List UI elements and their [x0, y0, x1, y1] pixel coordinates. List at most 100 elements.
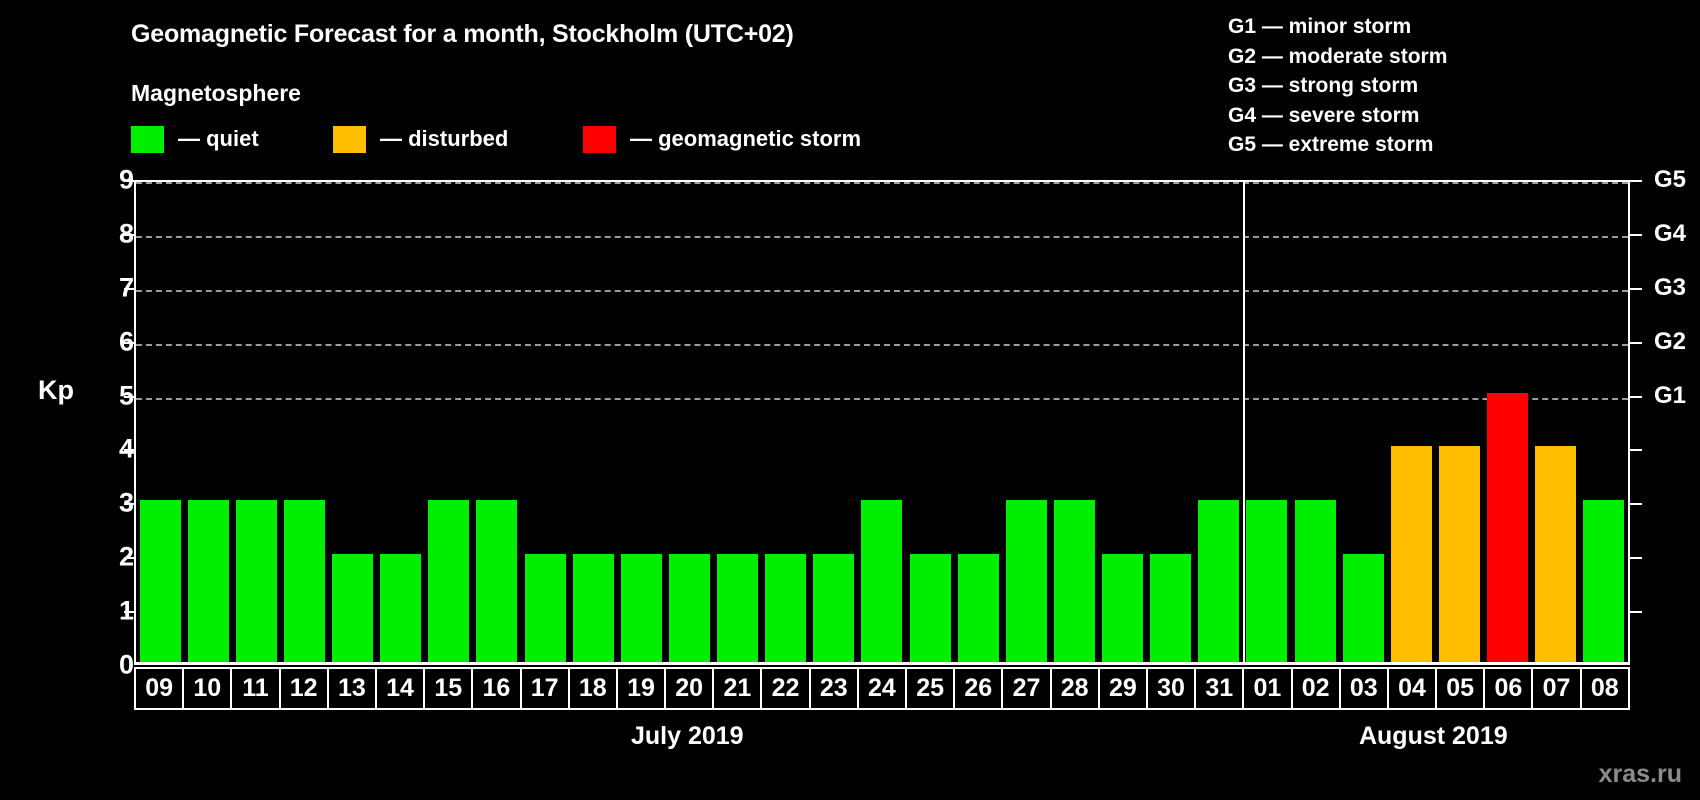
- g-tick-label-G1: G1: [1654, 381, 1687, 409]
- legend-swatch-quiet-icon: [131, 125, 164, 153]
- y-tick-label-2: 2: [118, 541, 134, 572]
- g-tick-mark-G1: [1630, 395, 1642, 398]
- y-axis-left: 9 8 7 6 5 4 3 2 1 0: [60, 165, 136, 680]
- date-cell-august-01[interactable]: 01: [1242, 667, 1293, 710]
- date-cell-july-31[interactable]: 31: [1194, 667, 1245, 710]
- date-label: 14: [386, 674, 414, 702]
- date-label: 17: [530, 674, 559, 702]
- g-scale-row-4: G4 — severe storm: [1228, 103, 1420, 127]
- date-cell-august-08[interactable]: 08: [1579, 667, 1630, 710]
- date-cell-july-24[interactable]: 24: [856, 667, 907, 710]
- bar-july-16: [476, 500, 518, 662]
- date-cell-july-30[interactable]: 30: [1145, 667, 1197, 710]
- g-tick-label-G3: G3: [1654, 273, 1687, 301]
- date-cell-july-21[interactable]: 21: [712, 667, 763, 710]
- bar-cell: [377, 182, 425, 662]
- date-cell-july-11[interactable]: 11: [230, 667, 281, 710]
- bar-cell: [1050, 182, 1098, 662]
- date-cell-august-03[interactable]: 03: [1338, 667, 1389, 710]
- y-tick-mark-2: [124, 557, 136, 560]
- date-cell-july-19[interactable]: 19: [615, 667, 667, 710]
- gridline-kp-5: [136, 397, 1628, 400]
- bar-july-18: [572, 554, 614, 662]
- date-cell-july-12[interactable]: 12: [278, 667, 329, 710]
- bar-cell: [329, 182, 377, 662]
- g-scale-row-5: G5 — extreme storm: [1228, 133, 1434, 156]
- gridline-kp-6: [136, 343, 1628, 346]
- date-label: 22: [771, 674, 800, 702]
- bar-cell: [906, 182, 954, 662]
- legend-label-disturbed: — disturbed: [380, 126, 509, 151]
- g-scale-row-2: G2 — moderate storm: [1228, 44, 1448, 68]
- date-cell-july-27[interactable]: 27: [1001, 667, 1052, 710]
- date-label: 07: [1542, 674, 1571, 702]
- date-label: 12: [289, 674, 318, 702]
- bar-cell: [232, 182, 280, 662]
- date-cell-july-09[interactable]: 09: [134, 667, 185, 710]
- legend-item-disturbed: — disturbed: [333, 124, 508, 154]
- date-cell-july-10[interactable]: 10: [182, 667, 233, 710]
- bar-cell: [1002, 182, 1050, 662]
- date-cell-july-15[interactable]: 15: [423, 667, 474, 710]
- bar-august-05: [1438, 446, 1480, 662]
- date-cell-july-17[interactable]: 17: [519, 667, 570, 710]
- date-label: 02: [1301, 674, 1330, 702]
- date-label: 15: [434, 674, 463, 702]
- bar-july-20: [668, 554, 710, 662]
- bar-july-25: [909, 554, 951, 662]
- date-label: 21: [723, 674, 752, 702]
- date-cell-july-18[interactable]: 18: [567, 667, 618, 710]
- legend-item-quiet: — quiet: [131, 124, 259, 154]
- date-cell-july-13[interactable]: 13: [326, 667, 377, 710]
- date-label: 27: [1012, 674, 1041, 702]
- y-tick-mark-5: [124, 395, 136, 398]
- date-cell-august-06[interactable]: 06: [1483, 667, 1534, 710]
- bar-cell: [1195, 182, 1243, 662]
- g-minor-tick-kp-4: [1630, 449, 1642, 452]
- date-cell-july-25[interactable]: 25: [905, 667, 956, 710]
- date-cell-july-20[interactable]: 20: [664, 667, 715, 710]
- bar-july-21: [717, 554, 759, 662]
- date-cell-july-23[interactable]: 23: [808, 667, 859, 710]
- date-cell-july-14[interactable]: 14: [374, 667, 426, 710]
- date-label: 29: [1108, 674, 1137, 702]
- legend-swatch-storm-icon: [583, 125, 616, 153]
- date-cell-august-07[interactable]: 07: [1531, 667, 1582, 710]
- bar-cell: [858, 182, 906, 662]
- bar-july-30: [1150, 554, 1192, 662]
- bar-july-10: [187, 500, 229, 662]
- bar-july-29: [1102, 554, 1144, 662]
- chart-subtitle: Magnetosphere: [131, 80, 301, 106]
- bar-cell: [810, 182, 858, 662]
- gridline-kp-8: [136, 235, 1628, 238]
- legend-item-storm: — geomagnetic storm: [583, 124, 861, 154]
- date-cell-july-29[interactable]: 29: [1097, 667, 1148, 710]
- date-cell-july-16[interactable]: 16: [471, 667, 522, 710]
- legend-swatch-disturbed-icon: [333, 125, 366, 153]
- y-tick-label-8: 8: [118, 218, 134, 249]
- bar-july-15: [428, 500, 470, 662]
- date-label: 24: [868, 674, 896, 702]
- bar-series: [136, 182, 1628, 662]
- date-label: 26: [964, 674, 993, 702]
- bar-july-19: [620, 554, 662, 662]
- date-label: 30: [1157, 674, 1185, 702]
- bar-august-04: [1390, 446, 1432, 662]
- date-cell-july-26[interactable]: 26: [953, 667, 1004, 710]
- bar-july-17: [524, 554, 566, 662]
- site-watermark: xras.ru: [1598, 760, 1682, 788]
- bar-august-06: [1487, 392, 1529, 662]
- date-cell-august-04[interactable]: 04: [1386, 667, 1438, 710]
- date-label: 05: [1446, 674, 1475, 702]
- date-cell-august-05[interactable]: 05: [1435, 667, 1486, 710]
- bar-july-12: [283, 500, 325, 662]
- y-tick-label-4: 4: [118, 433, 134, 464]
- date-cell-july-28[interactable]: 28: [1049, 667, 1100, 710]
- y-tick-mark-6: [124, 341, 136, 344]
- bar-cell: [521, 182, 569, 662]
- bar-july-22: [765, 554, 807, 662]
- date-label: 31: [1205, 674, 1234, 702]
- g-tick-mark-G5: [1630, 180, 1642, 182]
- date-cell-august-02[interactable]: 02: [1290, 667, 1341, 710]
- date-cell-july-22[interactable]: 22: [760, 667, 811, 710]
